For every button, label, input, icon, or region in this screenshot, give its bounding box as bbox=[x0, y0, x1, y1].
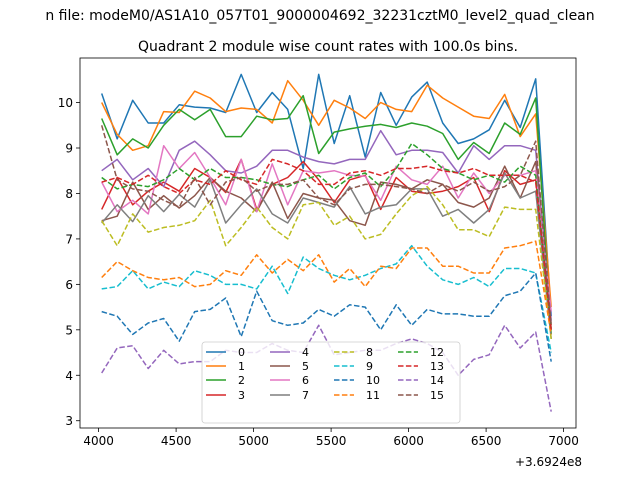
series-line-10 bbox=[101, 272, 552, 362]
y-tick-label-3: 3 bbox=[65, 414, 73, 428]
x-tick-label-5500: 5500 bbox=[316, 434, 347, 448]
legend-label-11: 11 bbox=[366, 389, 380, 402]
y-tick-label-8: 8 bbox=[65, 187, 73, 201]
legend-label-2: 2 bbox=[238, 374, 245, 387]
y-tick-label-9: 9 bbox=[65, 142, 73, 156]
legend-label-6: 6 bbox=[302, 374, 309, 387]
series-line-11 bbox=[101, 240, 552, 335]
legend-label-13: 13 bbox=[430, 360, 444, 373]
legend-box bbox=[201, 341, 461, 424]
legend-label-12: 12 bbox=[430, 346, 444, 359]
y-tick-label-10: 10 bbox=[58, 96, 73, 110]
legend-label-8: 8 bbox=[366, 346, 373, 359]
legend-label-15: 15 bbox=[430, 389, 444, 402]
y-tick-label-7: 7 bbox=[65, 232, 73, 246]
series-line-12 bbox=[101, 142, 552, 330]
x-tick-label-6000: 6000 bbox=[393, 434, 424, 448]
x-tick-label-4000: 4000 bbox=[83, 434, 114, 448]
x-tick-label-5000: 5000 bbox=[238, 434, 269, 448]
x-offset-label: +3.6924e8 bbox=[515, 455, 582, 469]
y-tick-label-6: 6 bbox=[65, 278, 73, 292]
x-tick-label-6500: 6500 bbox=[471, 434, 502, 448]
legend-label-3: 3 bbox=[238, 389, 245, 402]
series-line-7 bbox=[101, 172, 552, 339]
legend-label-9: 9 bbox=[366, 360, 373, 373]
legend-label-4: 4 bbox=[302, 346, 309, 359]
legend-label-5: 5 bbox=[302, 360, 309, 373]
legend-label-14: 14 bbox=[430, 374, 444, 387]
chart-title: Quadrant 2 module wise count rates with … bbox=[138, 39, 518, 55]
plot-area: 4000 4500 5000 5500 6000 6500 7000345678910012… bbox=[58, 57, 579, 448]
series-line-13 bbox=[101, 158, 552, 330]
y-tick-label-4: 4 bbox=[65, 369, 73, 383]
series-line-8 bbox=[101, 185, 552, 339]
suptitle: n file: modeM0/AS1A10_057T01_9000004692_… bbox=[45, 8, 594, 24]
series-line-9 bbox=[101, 244, 552, 353]
x-tick-label-7000: 7000 bbox=[548, 434, 579, 448]
legend-label-0: 0 bbox=[238, 346, 245, 359]
series-line-14 bbox=[101, 324, 552, 412]
y-tick-label-5: 5 bbox=[65, 323, 73, 337]
series-line-2 bbox=[101, 94, 552, 335]
legend-label-1: 1 bbox=[238, 360, 245, 373]
legend-label-10: 10 bbox=[366, 374, 380, 387]
series-line-0 bbox=[100, 73, 552, 317]
series-line-4 bbox=[101, 129, 552, 321]
x-tick-label-4500: 4500 bbox=[161, 434, 192, 448]
axes-frame bbox=[79, 57, 577, 429]
series-line-6 bbox=[101, 144, 552, 312]
series-line-15 bbox=[100, 125, 552, 326]
legend-label-7: 7 bbox=[302, 389, 309, 402]
